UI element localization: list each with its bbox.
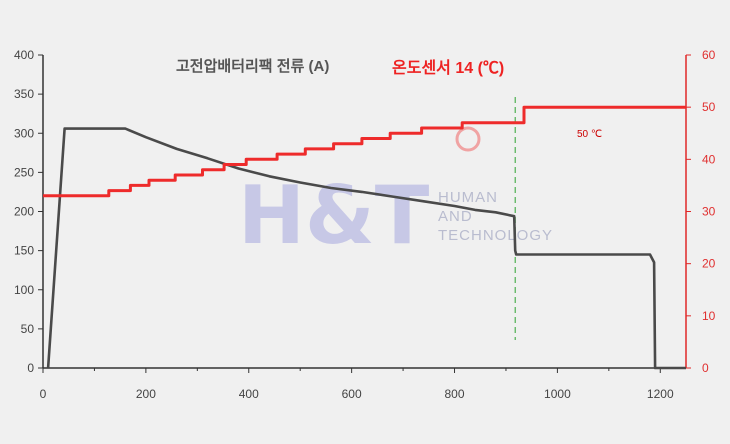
x-ticks: 0 200 400 600 800 1000 1200: [40, 368, 674, 401]
watermark-logo: H&T: [238, 169, 430, 262]
watermark-ring: [455, 126, 481, 152]
y-left-tick-label: 250: [14, 165, 34, 179]
x-tick-label: 600: [342, 387, 362, 401]
y-ticks-left: 0 50 100 150 200 250 300 350 400: [14, 48, 43, 375]
y-left-tick-label: 150: [14, 244, 34, 258]
x-tick-label: 400: [239, 387, 259, 401]
watermark: H&T HUMAN AND TECHNOLOGY: [238, 126, 553, 262]
x-tick-label: 1200: [647, 387, 674, 401]
y-left-tick-label: 300: [14, 126, 34, 140]
y-left-tick-label: 350: [14, 87, 34, 101]
y-right-tick-label: 10: [702, 309, 716, 323]
x-tick-label: 800: [445, 387, 465, 401]
y-left-tick-label: 400: [14, 48, 34, 62]
watermark-line3: TECHNOLOGY: [438, 227, 553, 244]
x-tick-label: 1000: [544, 387, 571, 401]
y-left-tick-label: 100: [14, 283, 34, 297]
current-title: 고전압배터리팩 전류 (A): [176, 58, 329, 75]
y-right-tick-label: 30: [702, 205, 716, 219]
y-left-tick-label: 200: [14, 205, 34, 219]
y-left-tick-label: 50: [21, 322, 35, 336]
temp-annotation: 50 ℃: [577, 129, 602, 140]
temperature-series-line: [43, 105, 686, 198]
y-right-tick-label: 50: [702, 100, 716, 114]
x-tick-label: 0: [40, 387, 47, 401]
y-right-tick-label: 20: [702, 257, 716, 271]
y-right-tick-label: 60: [702, 48, 716, 62]
y-right-tick-label: 40: [702, 152, 716, 166]
y-left-tick-label: 0: [27, 361, 34, 375]
series-layer: [43, 105, 686, 370]
y-right-tick-label: 0: [702, 361, 709, 375]
watermark-line1: HUMAN: [438, 189, 498, 206]
y-ticks-right: 0 10 20 30 40 50 60: [686, 48, 716, 375]
current-series-line: [46, 127, 686, 370]
x-tick-label: 200: [136, 387, 156, 401]
temp-title: 온도센서 14 (℃): [392, 59, 504, 77]
watermark-line2: AND: [438, 208, 473, 225]
